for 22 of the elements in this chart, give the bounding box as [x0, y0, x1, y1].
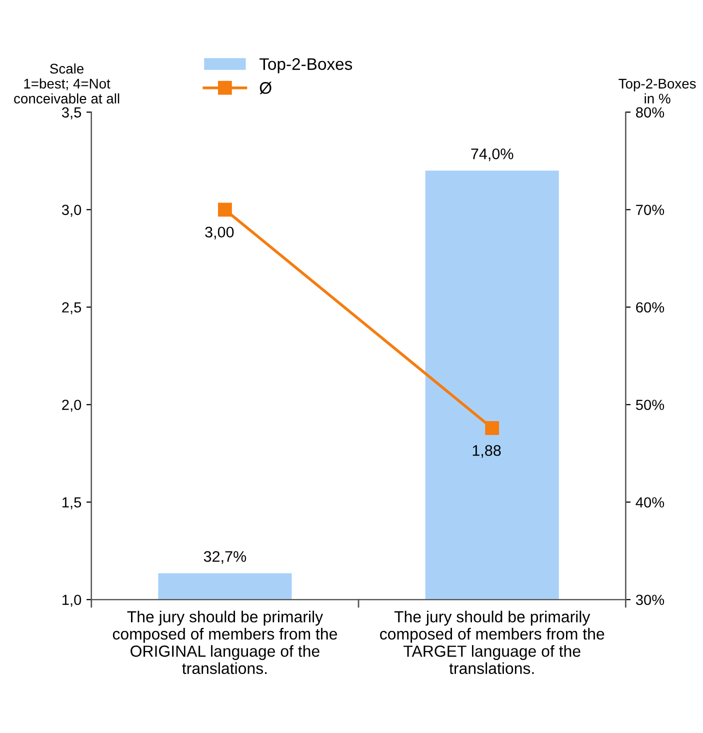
data-label: 1,88 [472, 445, 501, 458]
y-tick-label: 2,0 [62, 400, 82, 412]
y-axis-title: Scale 1=best; 4=Not conceivable at all [14, 63, 120, 104]
y2-tick-label: 80% [636, 107, 664, 118]
y-tick-label: 3,0 [62, 204, 82, 217]
y-tick-label: 1,0 [62, 594, 82, 607]
y-tick-label: 3,5 [62, 107, 82, 120]
y2-axis-title: Top-2-Boxes in % [618, 78, 696, 104]
data-label: 74,0% [471, 148, 514, 162]
legend-label: Top-2-Boxes [259, 58, 352, 74]
y2-tick-label: 70% [636, 204, 664, 216]
y2-tick-label: 40% [636, 497, 664, 508]
data-label: 3,00 [205, 226, 234, 240]
y-tick-label: 1,5 [62, 497, 82, 510]
x-tick-label: The jury should be primarily composed of members from the ORIGINAL language of the translations. [112, 610, 337, 674]
data-label: 32,7% [204, 551, 246, 564]
y2-tick-label: 60% [636, 302, 664, 313]
y2-tick-label: 30% [636, 594, 664, 606]
y2-tick-label: 50% [636, 400, 664, 410]
x-tick-label: The jury should be primarily composed of members from the TARGET language of the translations. [380, 610, 604, 674]
y-tick-label: 2,5 [62, 302, 82, 314]
legend-label: Ø [260, 82, 272, 94]
